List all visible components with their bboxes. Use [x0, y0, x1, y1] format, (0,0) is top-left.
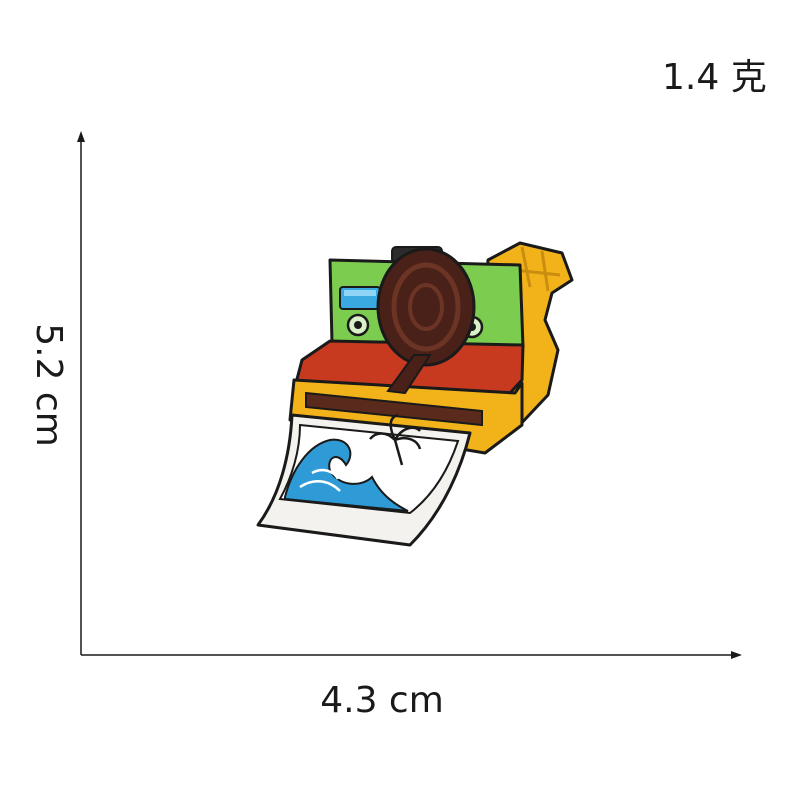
photo-slot [305, 391, 483, 427]
photo-wave [284, 438, 409, 512]
photo-palm-tree [369, 413, 422, 466]
weight-label: 1.4 克 [662, 57, 767, 98]
instant-photo [256, 413, 472, 547]
horizontal-axis-arrowhead [731, 651, 742, 659]
width-label: 4.3 cm [320, 680, 444, 721]
vertical-axis-arrowhead [77, 131, 85, 142]
camera-patch-illustration [256, 241, 574, 547]
lens-stem [386, 354, 432, 395]
height-label: 5.2 cm [28, 323, 69, 447]
